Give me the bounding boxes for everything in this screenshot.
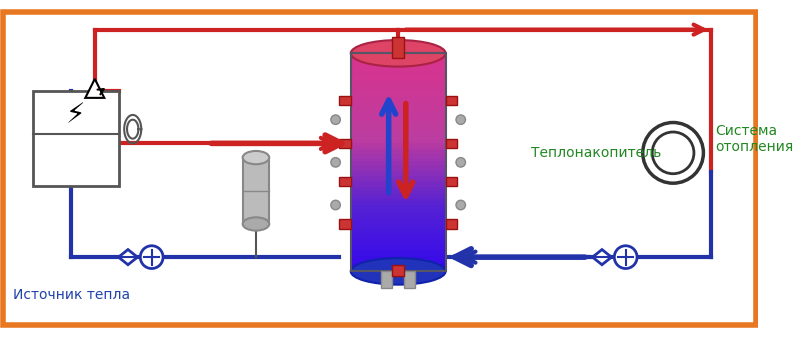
Bar	[350, 56, 446, 61]
Bar	[350, 245, 446, 250]
Bar	[350, 231, 446, 235]
Bar	[350, 234, 446, 239]
Ellipse shape	[242, 217, 270, 231]
Bar	[350, 132, 446, 137]
Bar	[350, 183, 446, 188]
Bar	[350, 63, 446, 68]
Bar	[350, 176, 446, 181]
Bar	[350, 60, 446, 64]
Bar	[350, 111, 446, 115]
Bar	[350, 52, 446, 57]
Bar	[350, 205, 446, 210]
Bar	[350, 158, 446, 162]
Bar	[350, 168, 446, 173]
Bar	[350, 151, 446, 155]
Circle shape	[652, 132, 694, 174]
Bar	[350, 107, 446, 112]
Bar	[350, 118, 446, 122]
Circle shape	[456, 200, 466, 210]
Bar	[350, 125, 446, 130]
Bar	[350, 165, 446, 170]
Bar	[350, 147, 446, 151]
Bar	[33, 91, 118, 186]
Bar	[350, 227, 446, 232]
Circle shape	[331, 115, 340, 124]
Bar	[350, 74, 446, 79]
Bar	[350, 241, 446, 246]
Bar	[350, 53, 446, 271]
Bar	[350, 259, 446, 264]
Bar	[381, 271, 393, 288]
Ellipse shape	[350, 258, 446, 285]
Bar	[350, 267, 446, 271]
Circle shape	[614, 246, 637, 269]
Circle shape	[642, 123, 703, 183]
Bar	[446, 139, 457, 148]
Bar	[350, 140, 446, 144]
Bar	[350, 70, 446, 75]
Bar	[350, 190, 446, 195]
Circle shape	[456, 158, 466, 167]
Bar	[350, 256, 446, 261]
Bar	[339, 177, 350, 186]
Text: Система
отопления: Система отопления	[716, 124, 794, 154]
Circle shape	[331, 158, 340, 167]
Bar	[446, 177, 457, 186]
Bar	[339, 139, 350, 148]
Bar	[393, 265, 404, 276]
Bar	[350, 212, 446, 217]
Bar	[350, 238, 446, 242]
Bar	[350, 202, 446, 206]
Bar	[339, 219, 350, 229]
Polygon shape	[118, 250, 138, 265]
Bar	[350, 154, 446, 159]
Bar	[404, 271, 415, 288]
Bar	[350, 161, 446, 166]
Bar	[350, 129, 446, 133]
Text: Источник тепла: Источник тепла	[13, 288, 130, 302]
Text: Теплонакопитель: Теплонакопитель	[531, 146, 661, 160]
Bar	[350, 252, 446, 257]
Bar	[350, 249, 446, 253]
Bar	[446, 219, 457, 229]
Bar	[350, 180, 446, 184]
Text: ⚡: ⚡	[66, 101, 86, 129]
Bar	[350, 198, 446, 202]
Bar	[350, 100, 446, 104]
Bar	[446, 96, 457, 105]
Polygon shape	[593, 250, 611, 265]
Bar	[350, 187, 446, 191]
Bar	[350, 209, 446, 213]
Circle shape	[331, 200, 340, 210]
Bar	[350, 96, 446, 100]
Bar	[242, 158, 270, 224]
Bar	[350, 223, 446, 228]
Ellipse shape	[350, 40, 446, 67]
Bar	[350, 194, 446, 199]
Ellipse shape	[242, 151, 270, 164]
Bar	[350, 82, 446, 86]
Bar	[350, 216, 446, 220]
Bar	[350, 172, 446, 177]
Bar	[350, 143, 446, 148]
Bar	[350, 219, 446, 224]
Bar	[350, 92, 446, 97]
Circle shape	[456, 115, 466, 124]
Bar	[350, 103, 446, 108]
Polygon shape	[86, 79, 104, 98]
Circle shape	[140, 246, 163, 269]
Bar	[350, 121, 446, 126]
Bar	[350, 136, 446, 141]
Bar	[350, 89, 446, 93]
Bar	[350, 263, 446, 268]
Bar	[350, 67, 446, 71]
Bar	[350, 114, 446, 119]
Bar	[339, 96, 350, 105]
Bar	[393, 37, 404, 58]
Bar	[350, 85, 446, 90]
Bar	[350, 78, 446, 82]
